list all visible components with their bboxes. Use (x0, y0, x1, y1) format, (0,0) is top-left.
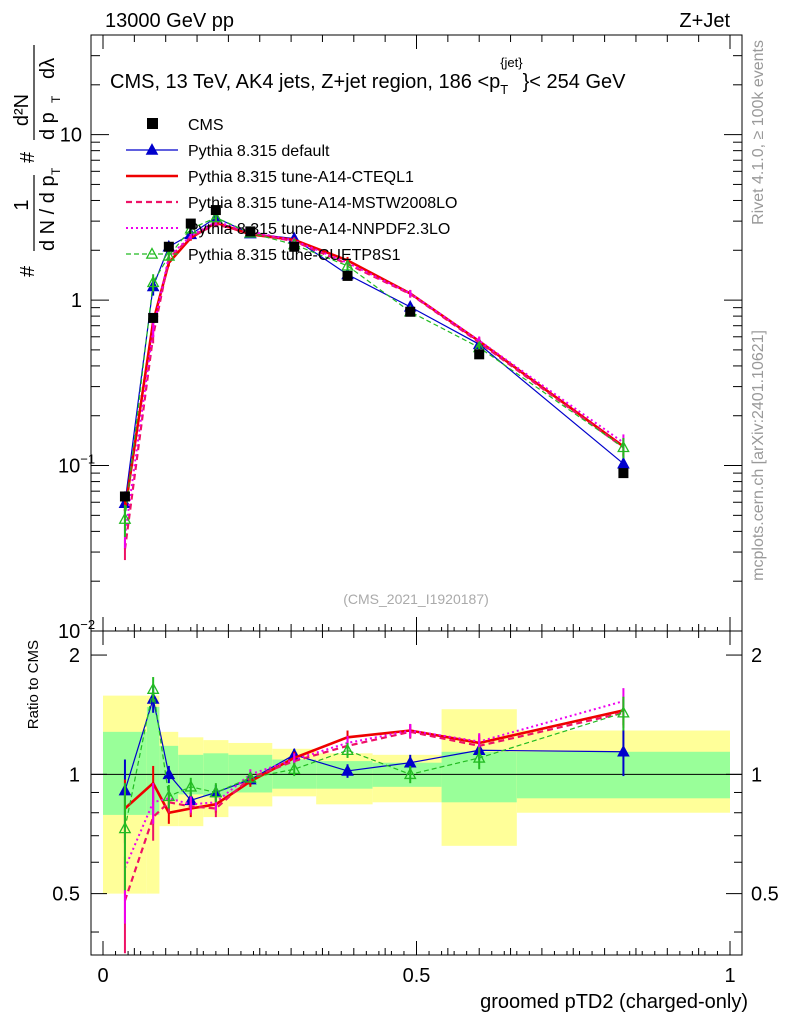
data-point (163, 241, 174, 252)
ratio-series-marker (617, 744, 630, 757)
ylabel-hash-left: # (17, 265, 39, 277)
legend-entry-label: Pythia 8.315 tune-A14-NNPDF2.3LO (188, 221, 450, 238)
legend-marker (145, 247, 159, 259)
data-point (245, 226, 256, 237)
y-tick-base: 10 (58, 621, 80, 643)
ratio-y-axis-label: Ratio to CMS (25, 640, 42, 729)
header-right-label: Z+Jet (679, 10, 730, 32)
y-tick-label: 10 (60, 125, 82, 147)
main-series-marker (209, 210, 223, 223)
ratio-plot-layer (91, 677, 742, 954)
ratio-tick-label-right: 2 (751, 645, 762, 667)
ratio-series-marker (184, 779, 198, 792)
ylabel-d2n-bottom: d p (37, 112, 59, 140)
y-axis-label: # 1 d N / d p T # d²N d p T dλ (11, 45, 63, 277)
x-tick-label: 0.5 (403, 965, 431, 987)
ratio-series-marker (146, 682, 160, 694)
main-series-marker (162, 249, 176, 261)
ratio-series-marker (209, 785, 223, 798)
ratio-series-marker (472, 751, 486, 763)
chart-title-main: CMS, 13 TeV, AK4 jets, Z+jet region, 186… (110, 71, 500, 93)
main-series-line (123, 221, 625, 511)
ylabel-d2n-top: d²N (11, 94, 33, 126)
main-series-marker (146, 275, 160, 288)
y-tick-label: 1 (71, 290, 82, 312)
ratio-tick-label-right: 0.5 (751, 884, 779, 906)
data-point (342, 270, 353, 281)
x-tick-label: 1 (724, 965, 735, 987)
ylabel-frac-top: 1 (11, 199, 33, 210)
ylabel-d2n-bottom-sub: T (49, 95, 63, 103)
ratio-series-marker (287, 762, 301, 775)
y-tick-base: 10 (58, 456, 80, 478)
chart-title-tail: }< 254 GeV (523, 71, 627, 93)
chart-title-sup: {jet} (500, 55, 523, 70)
ratio-tick-label-left: 2 (69, 645, 80, 667)
legend-entry-label: Pythia 8.315 default (188, 143, 330, 160)
ylabel-dlambda: dλ (37, 58, 59, 79)
data-point (210, 205, 221, 216)
legend-entry-label: Pythia 8.315 tune-A14-CTEQL1 (188, 169, 414, 186)
analysis-label: (CMS_2021_I1920187) (343, 591, 489, 607)
ratio-series-marker (341, 764, 354, 776)
y-tick-label: 10−1 (58, 452, 95, 478)
header-left-label: 13000 GeV pp (105, 10, 234, 32)
ratio-series-marker (244, 770, 257, 783)
legend-marker (145, 143, 159, 155)
ratio-series-marker (403, 767, 417, 780)
data-point (185, 218, 196, 229)
ratio-series-marker (162, 789, 176, 802)
main-series-marker (118, 512, 132, 524)
ylabel-frac-bottom: d N / d p (37, 175, 59, 251)
main-series-marker (617, 456, 630, 469)
legend-entry-label: Pythia 8.315 tune-A14-MSTW2008LO (188, 195, 457, 212)
main-plot-layer (118, 205, 630, 561)
data-point (289, 241, 300, 252)
main-series-line (123, 220, 624, 536)
legend: CMS Pythia 8.315 default Pythia 8.315 tune… (126, 117, 457, 264)
ratio-series-marker (617, 705, 630, 718)
data-point (148, 312, 159, 323)
x-axis-label: groomed pTD2 (charged-only) (480, 991, 748, 1013)
ylabel-frac-bottom-sub: T (49, 167, 63, 175)
y-tick-exponent: −2 (80, 617, 95, 632)
y-tick-exponent: −1 (80, 452, 95, 467)
ratio-series-line (124, 689, 624, 829)
main-series-marker (341, 258, 354, 271)
ratio-tick-label-right: 1 (751, 764, 762, 786)
legend-marker-cms (147, 118, 158, 129)
ratio-tick-label-left: 0.5 (52, 884, 80, 906)
ylabel-hash-right: # (17, 151, 39, 163)
chart-title-sub: T (500, 82, 508, 97)
y-tick-label: 10−2 (58, 617, 95, 643)
side-label-rivet: Rivet 4.1.0, ≥ 100k events (750, 40, 767, 225)
side-label-mcplots: mcplots.cern.ch [arXiv:2401.10621] (750, 330, 767, 581)
data-point (119, 491, 130, 502)
data-point (618, 468, 629, 479)
ratio-series-marker (118, 821, 132, 834)
data-point (474, 349, 485, 360)
legend-entry-label: Pythia 8.315 tune-CUETP8S1 (188, 247, 401, 264)
y-tick-base: 10 (60, 125, 82, 147)
legend-entry-label: CMS (188, 117, 224, 134)
ratio-tick-label-left: 1 (69, 764, 80, 786)
ratio-series-marker (341, 743, 354, 756)
ratio-series-marker (162, 767, 176, 780)
x-tick-label: 0 (97, 965, 108, 987)
chart-title: CMS, 13 TeV, AK4 jets, Z+jet region, 186… (110, 55, 626, 97)
y-tick-base: 1 (71, 290, 82, 312)
data-point (405, 306, 416, 317)
main-series-marker (617, 440, 630, 453)
